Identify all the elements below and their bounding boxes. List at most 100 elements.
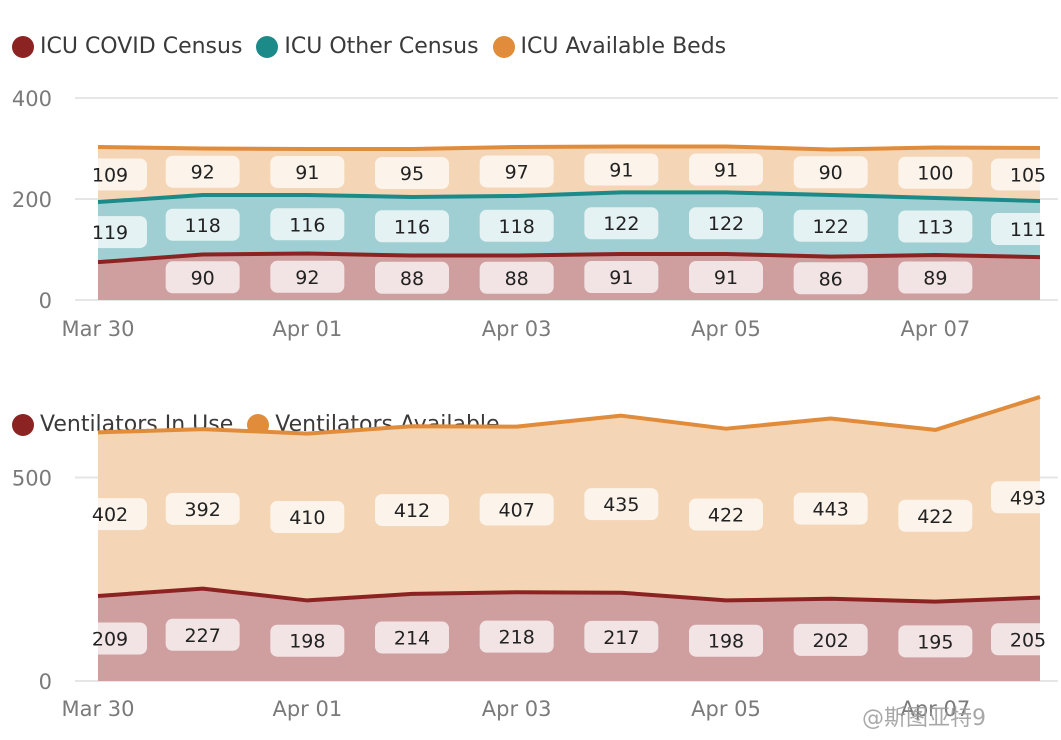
icu-data-label: 97: [505, 161, 529, 183]
icu-x-tick-label: Apr 01: [272, 317, 342, 341]
legend-item-icu-available[interactable]: ICU Available Beds: [492, 34, 727, 59]
legend-label-icu-other: ICU Other Census: [284, 34, 479, 59]
icu-y-tick-label: 0: [39, 289, 52, 313]
icu-data-label: 88: [505, 268, 529, 290]
icu-data-label-box: [270, 155, 345, 188]
icu-data-label-box: [689, 153, 763, 186]
vent-data-label: 392: [185, 499, 221, 521]
vent-data-label: 195: [917, 631, 953, 653]
icu-data-label: 92: [295, 267, 319, 289]
icu-y-tick-label: 200: [12, 188, 52, 212]
icu-series-line-0[interactable]: [97, 251, 1041, 265]
vent-data-label-box: [793, 492, 868, 525]
vent-data-label-box: [165, 492, 240, 525]
icu-data-label: 100: [917, 163, 953, 185]
icu-data-label: 111: [1010, 219, 1046, 241]
vent-data-label: 218: [499, 627, 535, 649]
icu-data-label: 91: [714, 267, 738, 289]
icu-data-label-box: [898, 261, 973, 294]
icu-x-tick-label: Mar 30: [61, 317, 134, 341]
icu-series-line-1[interactable]: [97, 190, 1041, 205]
vent-data-label: 209: [92, 628, 128, 650]
legend-swatch-vent-in-use: [12, 413, 34, 436]
vent-data-label-box: [584, 488, 659, 521]
legend-item-icu-covid[interactable]: ICU COVID Census: [12, 34, 242, 59]
icu-data-label: 88: [400, 268, 424, 290]
vent-data-label-box: [898, 625, 973, 658]
icu-data-label-box: [165, 261, 240, 294]
icu-x-tick-label: Apr 05: [691, 317, 761, 341]
vent-data-label-box: [165, 618, 240, 651]
vent-data-label: 227: [185, 625, 221, 647]
icu-data-label: 91: [609, 159, 633, 181]
vent-data-label: 198: [289, 631, 325, 653]
icu-data-label-box: [375, 210, 449, 243]
vent-data-label-box: [270, 624, 345, 657]
icu-data-label-box: [793, 262, 868, 295]
legend-label-icu-covid: ICU COVID Census: [40, 34, 243, 59]
vent-data-label-box: [689, 624, 763, 657]
vent-x-tick-label: Apr 07: [900, 697, 970, 721]
vent-data-label: 422: [917, 506, 953, 528]
vent-x-tick-label: Apr 05: [691, 697, 761, 721]
legend-label-icu-available: ICU Available Beds: [520, 34, 727, 59]
icu-data-label: 109: [92, 165, 128, 187]
icu-data-label-box: [270, 260, 345, 293]
icu-data-label: 91: [714, 159, 738, 181]
icu-data-label-box: [793, 209, 868, 242]
vent-data-label-box: [73, 498, 147, 531]
legend-swatch-icu-other: [256, 35, 279, 58]
icu-data-label: 116: [289, 214, 325, 236]
vent-data-label-box: [375, 621, 449, 654]
vent-data-label-box: [793, 623, 868, 656]
icu-data-label-box: [991, 213, 1061, 246]
icu-data-label-box: [689, 261, 763, 294]
vent-data-label-box: [270, 501, 345, 534]
icu-data-label: 89: [923, 268, 947, 290]
icu-data-label-box: [165, 208, 240, 241]
vent-series-line-0[interactable]: [97, 586, 1041, 604]
vent-area-1: [98, 396, 1040, 602]
vent-y-tick-label: 500: [12, 467, 52, 491]
icu-data-label-box: [898, 156, 973, 189]
vent-data-label-box: [991, 481, 1061, 514]
vent-data-label: 422: [708, 505, 744, 527]
vent-data-label-box: [375, 494, 449, 527]
icu-data-label: 92: [191, 162, 215, 184]
icu-data-label-box: [584, 153, 659, 186]
icu-data-label-box: [479, 261, 554, 294]
vent-data-label: 493: [1010, 487, 1046, 509]
icu-data-label-box: [991, 158, 1061, 191]
vent-data-label: 198: [708, 631, 744, 653]
legend-item-icu-other[interactable]: ICU Other Census: [256, 34, 479, 59]
vent-data-label-box: [73, 622, 147, 655]
vent-data-label: 214: [394, 627, 430, 649]
vent-data-label-box: [898, 499, 973, 532]
icu-data-label: 90: [191, 267, 215, 289]
icu-data-label: 116: [394, 216, 430, 238]
vent-data-label-box: [689, 498, 763, 531]
icu-series-line-2[interactable]: [97, 144, 1041, 152]
vent-data-label-box: [479, 493, 554, 526]
icu-data-label-box: [689, 207, 763, 240]
vent-series-line-1[interactable]: [97, 395, 1041, 436]
vent-data-label: 410: [289, 507, 325, 529]
vent-x-tick-label: Apr 01: [272, 697, 342, 721]
legend-swatch-icu-available: [492, 35, 515, 58]
icu-data-label-box: [375, 261, 449, 294]
icu-data-label-box: [584, 207, 659, 240]
vent-area-0: [98, 588, 1040, 681]
icu-data-label: 105: [1010, 165, 1046, 187]
icu-data-label: 113: [917, 217, 953, 239]
icu-data-label: 90: [819, 162, 843, 184]
icu-data-label: 95: [400, 163, 424, 185]
icu-x-tick-label: Apr 07: [900, 317, 970, 341]
icu-data-label-box: [479, 209, 554, 242]
vent-x-tick-label: Apr 03: [482, 697, 552, 721]
icu-data-label: 119: [92, 222, 128, 244]
vent-data-label: 217: [603, 627, 639, 649]
icu-census-chart: 0 200 400 Mar 30 Apr 01 Apr 03 Apr 05 Apr 07 90 9…: [12, 87, 1061, 341]
legend-swatch-icu-covid: [12, 35, 34, 58]
icu-y-tick-label: 400: [12, 87, 52, 111]
